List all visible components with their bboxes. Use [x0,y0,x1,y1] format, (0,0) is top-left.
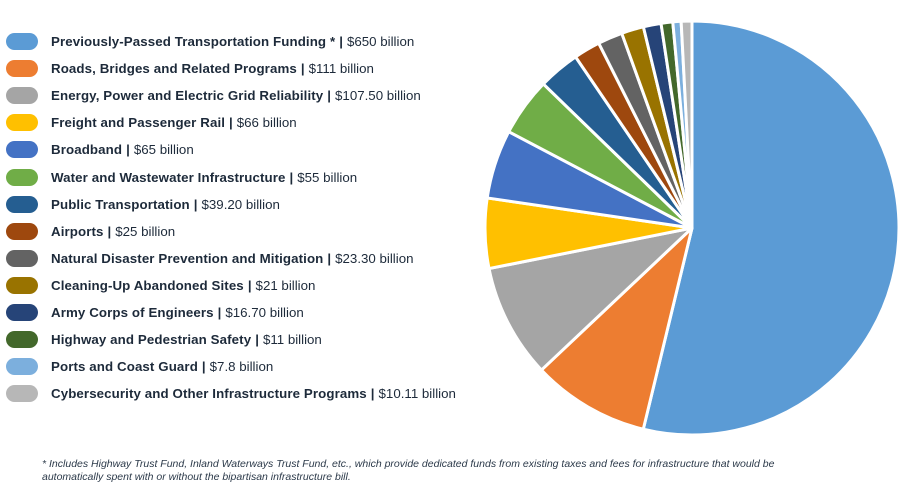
legend-separator: | [201,359,206,375]
legend-value: $21 billion [255,277,316,293]
legend-entry: Previously-Passed Transportation Funding… [51,34,414,49]
pie-slice [641,19,901,437]
footnote-text: Includes Highway Trust Fund, Inland Wate… [42,458,775,483]
legend-swatch [6,168,38,186]
pie-slice [487,226,694,372]
legend-value: $11 billion [262,332,322,348]
legend-entry: Airports | $25 billion [51,224,175,239]
legend-swatch [6,222,38,240]
legend-value: $25 billion [115,223,176,239]
legend-label: Cybersecurity and Other Infrastructure P… [51,386,367,402]
legend-separator: | [247,277,252,293]
legend-swatch [6,249,38,267]
legend-entry: Public Transportation | $39.20 billion [51,197,280,212]
legend-label: Previously-Passed Transportation Funding… [51,34,336,50]
legend-item: Previously-Passed Transportation Funding… [6,28,526,55]
pie-slice [679,19,694,230]
legend-value: $107.50 billion [335,88,421,104]
legend-value: $66 billion [236,115,297,131]
footnote: * Includes Highway Trust Fund, Inland Wa… [42,458,802,484]
legend-separator: | [193,196,198,212]
legend-label: Airports [51,223,104,239]
legend-entry: Roads, Bridges and Related Programs | $111… [51,61,374,76]
legend-separator: | [327,88,332,104]
legend-swatch [6,276,38,294]
legend-label: Natural Disaster Prevention and Mitigati… [51,250,324,266]
legend-entry: Army Corps of Engineers | $16.70 billion [51,305,304,320]
legend-label: Cleaning-Up Abandoned Sites [51,277,244,293]
legend-separator: | [289,169,294,185]
legend-swatch [6,33,38,51]
legend-item: Freight and Passenger Rail | $66 billion [6,109,526,136]
legend-item: Army Corps of Engineers | $16.70 billion [6,299,526,326]
legend-swatch [6,195,38,213]
legend-value: $10.11 billion [378,386,456,402]
legend-separator: | [339,34,343,50]
legend-item: Ports and Coast Guard | $7.8 billion [6,353,526,380]
legend-swatch [6,114,38,132]
legend-entry: Cleaning-Up Abandoned Sites | $21 billion [51,278,315,293]
legend-separator: | [327,250,332,266]
legend-label: Highway and Pedestrian Safety [51,332,252,348]
pie-slice [539,226,694,431]
legend-separator: | [217,304,222,320]
legend-swatch [6,303,38,321]
legend-value: $55 billion [297,169,358,185]
legend-value: $650 billion [346,34,415,50]
legend-entry: Cybersecurity and Other Infrastructure P… [51,386,456,401]
legend-item: Energy, Power and Electric Grid Reliabil… [6,82,526,109]
legend-label: Broadband [51,142,123,158]
chart-legend: Previously-Passed Transportation Funding… [6,28,526,407]
legend-swatch [6,385,38,403]
legend-value: $111 billion [308,61,374,77]
legend-label: Ports and Coast Guard [51,359,198,375]
legend-value: $23.30 billion [335,250,414,266]
legend-item: Highway and Pedestrian Safety | $11 billio… [6,326,526,353]
legend-separator: | [126,142,130,158]
legend-swatch [6,87,38,105]
legend-item: Broadband | $65 billion [6,136,526,163]
legend-item: Cybersecurity and Other Infrastructure P… [6,380,526,407]
legend-label: Roads, Bridges and Related Programs [51,61,297,77]
legend-label: Public Transportation [51,196,190,212]
legend-swatch [6,358,38,376]
legend-label: Energy, Power and Electric Grid Reliabil… [51,88,324,104]
legend-value: $39.20 billion [201,196,280,212]
legend-value: $7.8 billion [209,359,274,375]
legend-swatch [6,60,38,78]
legend-separator: | [370,386,375,402]
legend-entry: Broadband | $65 billion [51,142,194,157]
legend-item: Public Transportation | $39.20 billion [6,191,526,218]
legend-item: Cleaning-Up Abandoned Sites | $21 billion [6,272,526,299]
legend-label: Water and Wastewater Infrastructure [51,169,286,185]
pie-chart [483,19,901,437]
legend-separator: | [229,115,233,131]
legend-item: Roads, Bridges and Related Programs | $111… [6,55,526,82]
legend-item: Water and Wastewater Infrastructure | $55 … [6,163,526,190]
legend-value: $16.70 billion [225,304,304,320]
legend-item: Natural Disaster Prevention and Mitigati… [6,245,526,272]
legend-label: Army Corps of Engineers [51,304,214,320]
legend-swatch [6,331,38,349]
legend-entry: Energy, Power and Electric Grid Reliabil… [51,88,421,103]
legend-value: $65 billion [133,142,194,158]
legend-separator: | [107,223,112,239]
legend-entry: Natural Disaster Prevention and Mitigati… [51,251,414,266]
legend-separator: | [255,332,259,348]
legend-item: Airports | $25 billion [6,218,526,245]
legend-entry: Ports and Coast Guard | $7.8 billion [51,359,273,374]
footnote-marker: * [42,458,47,470]
legend-entry: Highway and Pedestrian Safety | $11 billio… [51,332,322,347]
legend-entry: Freight and Passenger Rail | $66 billion [51,115,297,130]
legend-label: Freight and Passenger Rail [51,115,226,131]
legend-entry: Water and Wastewater Infrastructure | $55 … [51,170,357,185]
legend-separator: | [300,61,305,77]
legend-swatch [6,141,38,159]
